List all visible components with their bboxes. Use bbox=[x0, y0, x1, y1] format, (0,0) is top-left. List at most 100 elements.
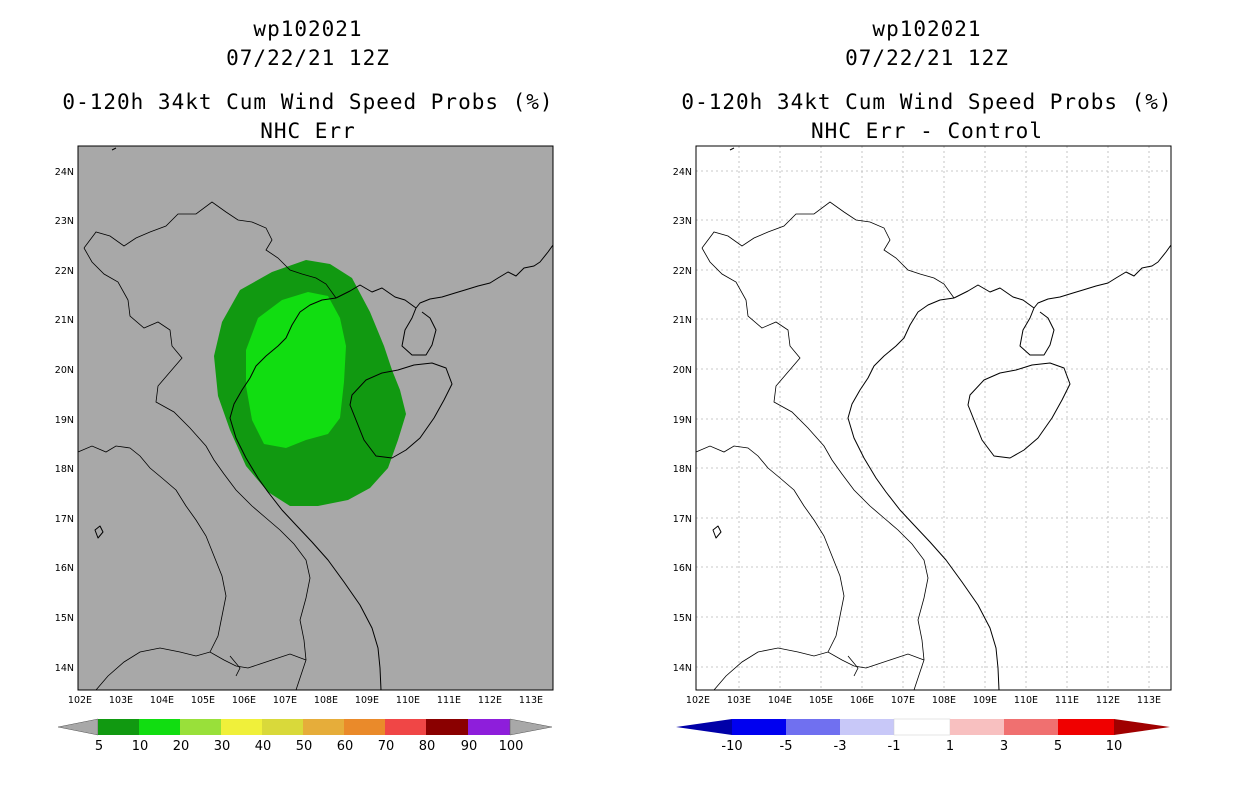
colorbar-swatch bbox=[893, 718, 951, 736]
lat-label: 20N bbox=[673, 365, 692, 376]
right-map-frame bbox=[695, 145, 1172, 691]
lat-label: 16N bbox=[673, 563, 692, 574]
colorbar-label: 10 bbox=[132, 739, 149, 754]
lon-label: 112E bbox=[1096, 695, 1120, 706]
colorbar-swatch bbox=[1004, 719, 1058, 735]
lat-label: 19N bbox=[673, 415, 692, 426]
left-storm-id: wp102021 bbox=[253, 17, 363, 41]
lat-label: 19N bbox=[55, 415, 74, 426]
lon-label: 110E bbox=[396, 695, 420, 706]
colorbar-swatch bbox=[303, 719, 344, 735]
lon-label: 113E bbox=[519, 695, 543, 706]
colorbar-label: -1 bbox=[888, 739, 901, 754]
colorbar-label: 1 bbox=[946, 739, 954, 754]
left-subtitle: NHC Err bbox=[260, 119, 356, 143]
lon-label: 108E bbox=[932, 695, 956, 706]
colorbar-swatch bbox=[385, 719, 426, 735]
lon-label: 103E bbox=[727, 695, 751, 706]
lon-label: 112E bbox=[478, 695, 502, 706]
colorbar-label: 80 bbox=[419, 739, 436, 754]
right-map-panel: 102E 103E 104E 105E 106E 107E 108E 109E … bbox=[673, 145, 1172, 706]
right-datetime: 07/22/21 12Z bbox=[845, 46, 1009, 70]
lon-label: 102E bbox=[686, 695, 710, 706]
lat-label: 22N bbox=[55, 266, 74, 277]
colorbar-label: 3 bbox=[1000, 739, 1008, 754]
right-lat-tick-labels: 24N 23N 22N 21N 20N 19N 18N 17N 16N 15N … bbox=[673, 167, 692, 674]
colorbar-swatch bbox=[786, 719, 840, 735]
right-subtitle: NHC Err - Control bbox=[811, 119, 1043, 143]
left-colorbar: 5 10 20 30 40 50 60 70 80 90 100 bbox=[57, 718, 553, 754]
colorbar-swatch bbox=[468, 719, 510, 735]
lon-label: 105E bbox=[191, 695, 215, 706]
left-product-title: 0-120h 34kt Cum Wind Speed Probs (%) bbox=[62, 90, 554, 114]
colorbar-swatch bbox=[180, 719, 221, 735]
lon-label: 113E bbox=[1137, 695, 1161, 706]
colorbar-label: 40 bbox=[255, 739, 272, 754]
colorbar-label: 20 bbox=[173, 739, 190, 754]
right-colorbar: -10 -5 -3 -1 1 3 5 10 bbox=[676, 718, 1170, 754]
lat-label: 17N bbox=[55, 514, 74, 525]
right-map-background bbox=[696, 146, 1171, 690]
colorbar-swatch bbox=[221, 719, 262, 735]
left-map-frame bbox=[77, 145, 554, 691]
left-lat-tick-labels: 24N 23N 22N 21N 20N 19N 18N 17N 16N 15N … bbox=[55, 167, 74, 674]
lat-label: 15N bbox=[55, 613, 74, 624]
right-storm-id: wp102021 bbox=[872, 17, 982, 41]
colorbar-swatch bbox=[139, 719, 180, 735]
right-map-gridlines bbox=[696, 146, 1171, 690]
lat-label: 22N bbox=[673, 266, 692, 277]
colorbar-swatch bbox=[840, 719, 894, 735]
left-map-panel: 102E 103E 104E 105E 106E 107E 108E 109E … bbox=[55, 145, 554, 706]
lat-label: 18N bbox=[673, 464, 692, 475]
lat-label: 23N bbox=[673, 216, 692, 227]
colorbar-under-arrow bbox=[57, 718, 99, 736]
colorbar-over-arrow bbox=[509, 718, 553, 736]
lon-label: 106E bbox=[232, 695, 256, 706]
right-lon-tick-labels: 102E 103E 104E 105E 106E 107E 108E 109E … bbox=[686, 695, 1161, 706]
colorbar-swatch bbox=[262, 719, 303, 735]
lat-label: 21N bbox=[673, 315, 692, 326]
colorbar-label: -10 bbox=[721, 739, 742, 754]
lon-label: 111E bbox=[437, 695, 461, 706]
colorbar-swatch bbox=[1058, 719, 1114, 735]
colorbar-over-arrow bbox=[1114, 719, 1170, 735]
colorbar-swatch bbox=[426, 719, 468, 735]
lat-label: 21N bbox=[55, 315, 74, 326]
lon-label: 105E bbox=[809, 695, 833, 706]
lat-label: 24N bbox=[55, 167, 74, 178]
lon-label: 103E bbox=[109, 695, 133, 706]
lon-label: 108E bbox=[314, 695, 338, 706]
lat-label: 15N bbox=[673, 613, 692, 624]
lon-label: 104E bbox=[768, 695, 792, 706]
lat-label: 17N bbox=[673, 514, 692, 525]
colorbar-label: 60 bbox=[337, 739, 354, 754]
right-product-title: 0-120h 34kt Cum Wind Speed Probs (%) bbox=[681, 90, 1173, 114]
lon-label: 107E bbox=[891, 695, 915, 706]
colorbar-label: 100 bbox=[499, 739, 524, 754]
lon-label: 106E bbox=[850, 695, 874, 706]
lat-label: 16N bbox=[55, 563, 74, 574]
left-lon-tick-labels: 102E 103E 104E 105E 106E 107E 108E 109E … bbox=[68, 695, 543, 706]
lat-label: 14N bbox=[55, 663, 74, 674]
colorbar-label: 70 bbox=[378, 739, 395, 754]
lat-label: 14N bbox=[673, 663, 692, 674]
lat-label: 23N bbox=[55, 216, 74, 227]
colorbar-under-arrow bbox=[676, 719, 732, 735]
colorbar-label: 10 bbox=[1106, 739, 1123, 754]
colorbar-swatch bbox=[344, 719, 385, 735]
lat-label: 18N bbox=[55, 464, 74, 475]
colorbar-label: 5 bbox=[95, 739, 103, 754]
prob-10-region bbox=[246, 292, 346, 448]
colorbar-swatch bbox=[732, 719, 786, 735]
lon-label: 104E bbox=[150, 695, 174, 706]
colorbar-swatch bbox=[950, 719, 1004, 735]
lon-label: 109E bbox=[973, 695, 997, 706]
lon-label: 102E bbox=[68, 695, 92, 706]
colorbar-label: 5 bbox=[1054, 739, 1062, 754]
lon-label: 111E bbox=[1055, 695, 1079, 706]
lon-label: 109E bbox=[355, 695, 379, 706]
lon-label: 107E bbox=[273, 695, 297, 706]
colorbar-label: -5 bbox=[780, 739, 793, 754]
colorbar-label: 50 bbox=[296, 739, 313, 754]
